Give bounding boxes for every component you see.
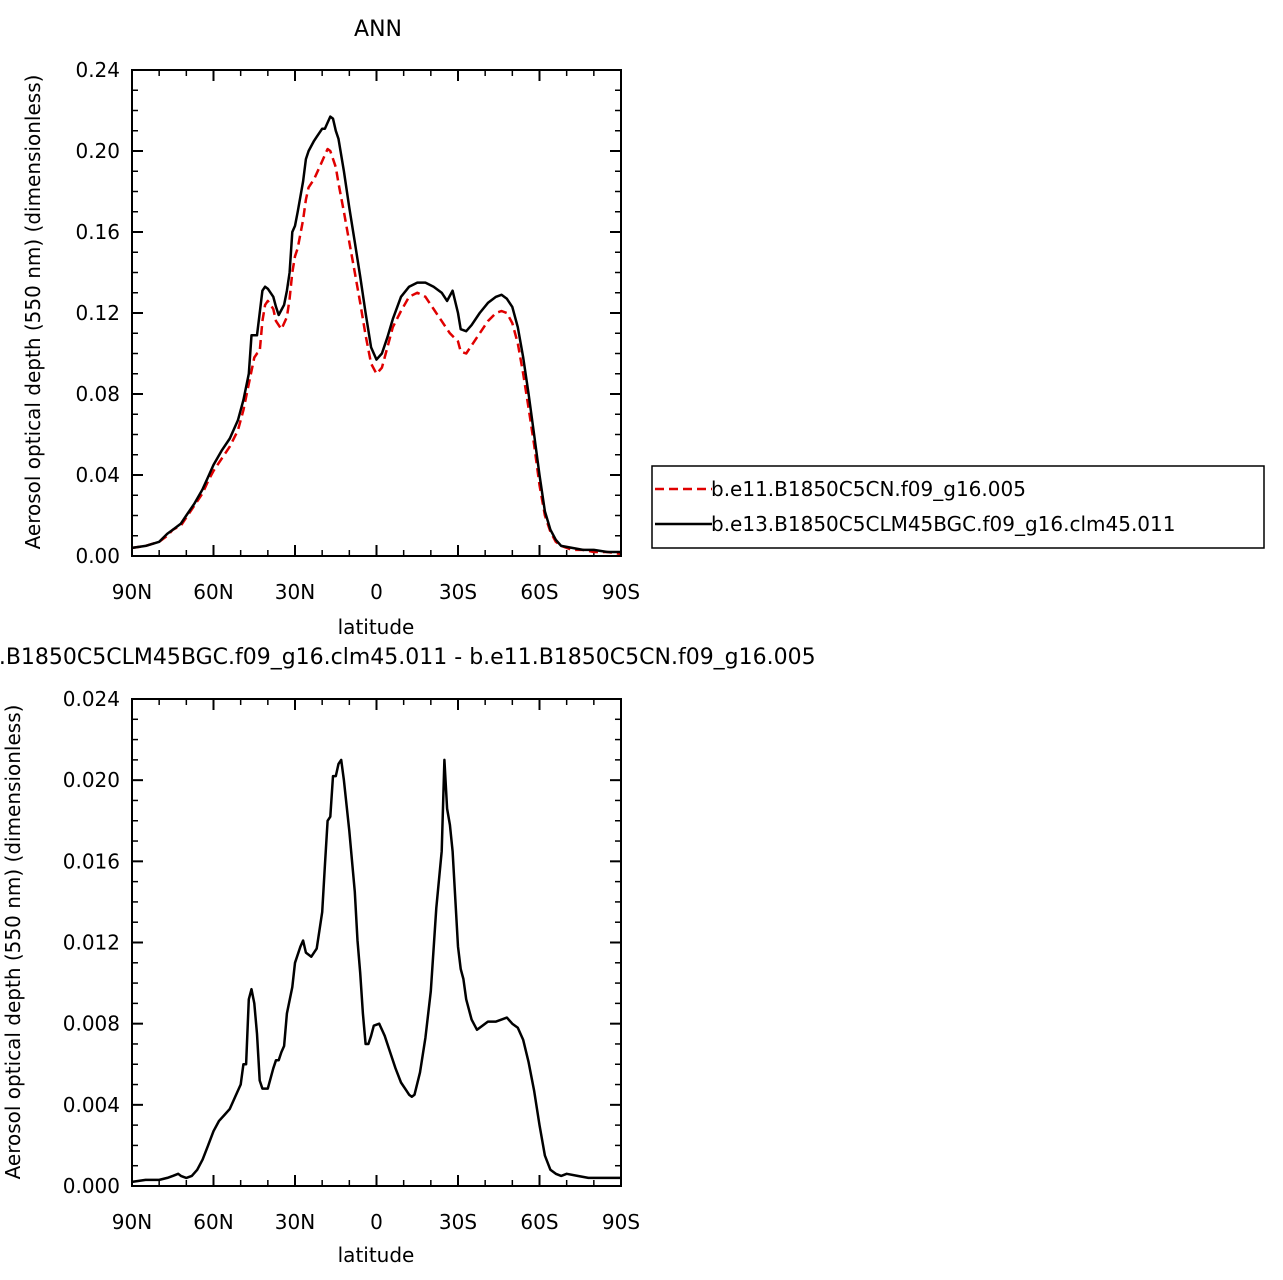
top-chart-title: ANN	[354, 17, 402, 42]
top-series-line-2	[131, 115, 621, 554]
legend-box	[651, 465, 1265, 549]
legend-label-series-2: b.e13.B1850C5CLM45BGC.f09_g16.clm45.011	[711, 512, 1175, 536]
bottom-x-tick-label: 30N	[275, 1210, 315, 1234]
legend: b.e11.B1850C5CN.f09_g16.005 b.e13.B1850C…	[651, 465, 1265, 549]
top-y-tick-label: 0.24	[75, 58, 120, 82]
bottom-y-axis-label: Aerosol optical depth (550 nm) (dimensio…	[1, 705, 25, 1180]
top-x-tick-label: 90N	[112, 580, 152, 604]
bottom-series-line-1	[131, 758, 621, 1184]
top-x-axis-label: latitude	[338, 615, 415, 639]
bottom-y-tick-label: 0.024	[63, 687, 120, 711]
bottom-x-tick-label: 90N	[112, 1210, 152, 1234]
bottom-x-tick-label: 90S	[602, 1210, 640, 1234]
top-x-tick-label: 90S	[602, 580, 640, 604]
top-series-lines	[131, 115, 622, 556]
top-panel: ANN Aerosol optical depth (550 nm) (dime…	[21, 17, 640, 639]
bottom-x-tick-label: 60N	[193, 1210, 233, 1234]
bottom-y-tick-label: 0.008	[63, 1012, 120, 1036]
top-x-tick-label: 30N	[275, 580, 315, 604]
bottom-axis-ticks: 0.000 0.004 0.008 0.012 0.016 0.020 0.024 90N 60…	[63, 687, 640, 1234]
top-y-tick-label: 0.08	[75, 382, 120, 406]
top-y-tick-label: 0.00	[75, 544, 120, 568]
bottom-y-tick-label: 0.000	[63, 1174, 120, 1198]
top-plot-frame	[131, 69, 622, 557]
top-axis-ticks: 0.00 0.04 0.08 0.12 0.16 0.20 0.24 90N 60N 30N 0 30…	[75, 58, 640, 604]
bottom-y-tick-label: 0.016	[63, 849, 120, 873]
top-y-tick-label: 0.16	[75, 220, 120, 244]
bottom-chart-title: b.e13.B1850C5CLM45BGC.f09_g16.clm45.011 …	[0, 645, 816, 670]
top-x-tick-label: 30S	[439, 580, 477, 604]
bottom-y-tick-label: 0.004	[63, 1093, 120, 1117]
top-x-tick-label: 60S	[520, 580, 558, 604]
bottom-y-tick-label: 0.012	[63, 931, 120, 955]
top-x-tick-label: 0	[370, 580, 383, 604]
top-y-tick-label: 0.12	[75, 301, 120, 325]
top-series-line-1	[131, 147, 622, 556]
top-y-tick-label: 0.20	[75, 139, 120, 163]
legend-label-series-1: b.e11.B1850C5CN.f09_g16.005	[711, 477, 1026, 501]
top-x-tick-label: 60N	[193, 580, 233, 604]
bottom-panel: b.e13.B1850C5CLM45BGC.f09_g16.clm45.011 …	[0, 645, 816, 1267]
top-y-tick-label: 0.04	[75, 463, 120, 487]
top-y-axis-label: Aerosol optical depth (550 nm) (dimensio…	[21, 75, 45, 550]
bottom-x-axis-label: latitude	[338, 1243, 415, 1267]
bottom-x-tick-label: 0	[370, 1210, 383, 1234]
bottom-x-tick-label: 60S	[520, 1210, 558, 1234]
bottom-series-lines	[131, 758, 621, 1184]
bottom-x-tick-label: 30S	[439, 1210, 477, 1234]
bottom-plot-frame	[131, 698, 622, 1187]
bottom-y-tick-label: 0.020	[63, 768, 120, 792]
